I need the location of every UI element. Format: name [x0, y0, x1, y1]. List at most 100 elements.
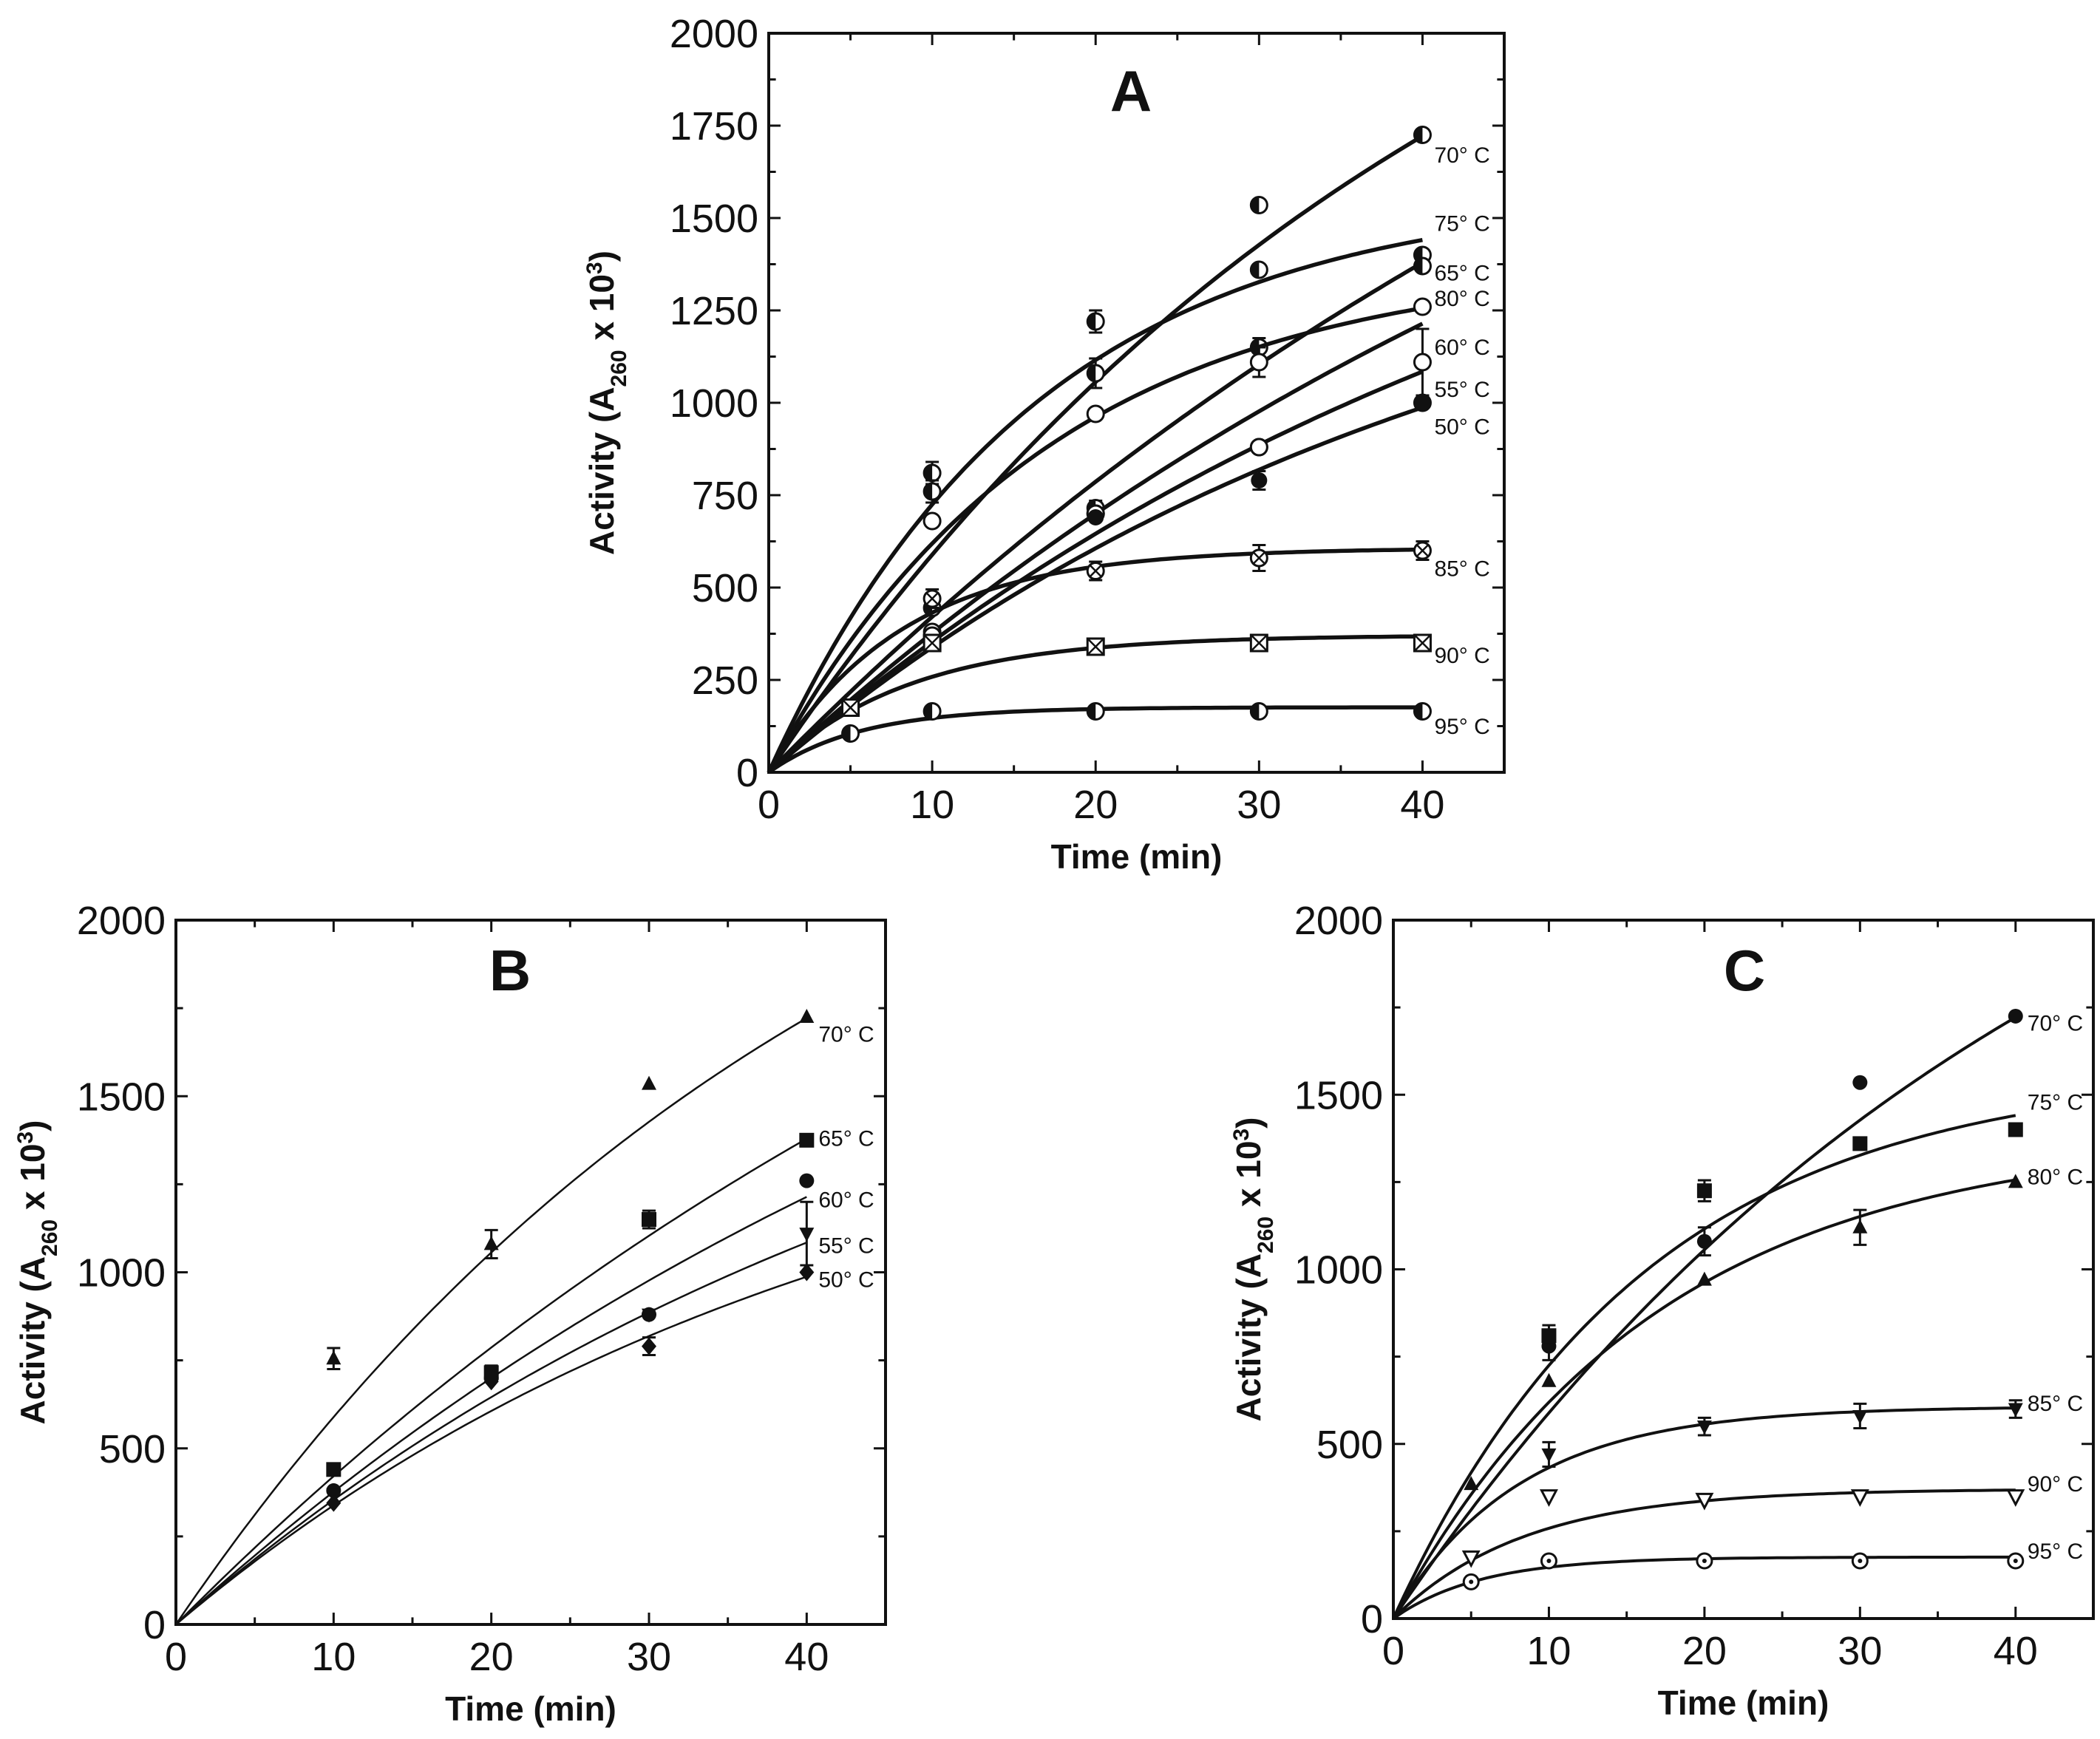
- panel-c-series-95-c: 95° C: [1392, 1539, 2083, 1620]
- panel-a-series-70-c-point-fill: [1087, 365, 1096, 381]
- panel-b-series-50-c-point: [326, 1494, 341, 1512]
- panel-c-series-95-c-point: [1540, 1552, 1557, 1570]
- panel-b-series-55-c-point: [642, 1308, 656, 1323]
- panel-c-series-85-c-point: [1541, 1448, 1557, 1463]
- panel-a-series-90-c-point-cross: [841, 698, 860, 717]
- panel-c-series-80-c-point: [1541, 1372, 1557, 1387]
- panel-b-series-65-c-point: [326, 1462, 341, 1477]
- panel-a-series-80-c-point: [922, 511, 942, 531]
- panel-c-series-70-c-point: [2008, 1008, 2023, 1024]
- panel-c-series-90-c-point: [1461, 1550, 1481, 1568]
- panel-b-series-50-c-point: [483, 1372, 499, 1391]
- panel-c-series-85-c-point: [1852, 1409, 1868, 1424]
- panel-a-series-95-c-point-fill: [1251, 703, 1260, 720]
- panel-a-series-75-c-point: [1086, 312, 1105, 331]
- panel-c-series-95-c-point: [1851, 1552, 1869, 1570]
- panel-a-series-85-c-point: [1086, 562, 1105, 580]
- panel-c-y-axis-title-part: ): [1229, 1117, 1268, 1129]
- panel-c-series-85-c-label: 85° C: [2028, 1392, 2083, 1416]
- panel-a-series-85-c-point: [922, 589, 942, 608]
- panel-a-series-95-c-point-fill: [924, 703, 933, 720]
- panel-a-series-50-c-label: 50° C: [1434, 415, 1489, 439]
- panel-c-series-90-c-point: [1850, 1489, 1869, 1507]
- panel-a-series-95-c-point: [1413, 702, 1432, 721]
- panel-b-series-60-c-point: [799, 1173, 815, 1188]
- panel-c-series-85-c-point: [2008, 1403, 2023, 1418]
- panel-b-series-55-c: 55° C: [175, 1200, 874, 1625]
- panel-c-x-tick-label: 40: [1994, 1629, 2038, 1673]
- panel-a-series-75-c-point: [922, 482, 942, 501]
- panel-a-series-90-c-point-cross: [1413, 634, 1432, 652]
- panel-a-series-90-c-point-cross: [1087, 638, 1105, 656]
- panel-a-letter: A: [1110, 58, 1152, 123]
- panel-a-series-60-c-point: [1413, 353, 1432, 372]
- panel-b-series-70-c-label: 70° C: [818, 1023, 874, 1047]
- panel-a-series-90-c-point: [1249, 633, 1268, 653]
- panel-a-y-axis-title-part: 3: [582, 262, 607, 274]
- panel-c-y-axis-title-part: x 10: [1229, 1141, 1268, 1216]
- panel-c-y-tick-label: 1500: [1294, 1073, 1383, 1117]
- panel-a-series-50-c-point: [1251, 472, 1268, 489]
- panel-b-series-60-c-label: 60° C: [818, 1188, 874, 1212]
- panel-a-series-95-c-point: [1249, 702, 1268, 721]
- panel-a-series-75-c-point: [1249, 260, 1268, 279]
- panel-a-y-tick-label: 250: [692, 658, 758, 703]
- panel-a-series-85-c-point: [1249, 548, 1268, 568]
- panel-a-y-tick-label: 500: [692, 566, 758, 610]
- panel-a-series-90-c-point-cross: [1250, 634, 1268, 652]
- panel-c-series-95-c-point-dot: [2013, 1559, 2018, 1564]
- panel-a-y-axis-title-part: Activity (A: [582, 387, 621, 554]
- panel-c-y-tick-label: 0: [1361, 1597, 1383, 1641]
- panel-c-y-axis-title-part: 3: [1229, 1129, 1254, 1141]
- panel-a-series-75-c-label: 75° C: [1434, 212, 1489, 236]
- panel-c-series-70-c-point: [1696, 1233, 1712, 1249]
- panel-b-y-axis-title-part: ): [13, 1120, 52, 1131]
- panel-a-series-65-c-point-fill: [1414, 258, 1423, 274]
- panel-a-series-90-c: 90° C: [767, 633, 1490, 774]
- panel-a-series-55-c-fit-line: [767, 370, 1424, 775]
- panel-b-series-65-c-point: [799, 1132, 815, 1148]
- panel-a-x-tick-label: 20: [1073, 783, 1118, 827]
- panel-a-series-50-c-point: [1087, 509, 1104, 525]
- panel-c-series-80-c: 80° C: [1392, 1165, 2083, 1619]
- panel-b-series-50-c: 50° C: [175, 1263, 874, 1625]
- panel-b-series-70-c-point: [642, 1075, 656, 1090]
- panel-c-y-axis-title: Activity (A260 x 103): [1229, 1117, 1278, 1422]
- panel-b-y-tick-label: 1000: [77, 1251, 166, 1296]
- panel-c-series-75-c-point: [1852, 1136, 1868, 1151]
- panel-a-series-95-c-point-fill: [1414, 703, 1423, 720]
- panel-c-y-tick-label: 500: [1316, 1423, 1383, 1467]
- panel-a-series-80-c-point: [1086, 404, 1105, 423]
- panel-a-series-70-c-point: [1413, 126, 1432, 144]
- panel-a-y-tick-label: 1250: [670, 289, 758, 333]
- panel-a-series-80-c-point: [1249, 353, 1268, 372]
- panel-a-series-55-c-point: [1249, 438, 1268, 457]
- panel-a-y-tick-label: 1750: [670, 104, 758, 149]
- panel-c-series-95-c-point-dot: [1546, 1559, 1552, 1564]
- panel-c-series-80-c-point: [1852, 1219, 1868, 1233]
- panel-b-y-tick-label: 0: [143, 1603, 166, 1647]
- panel-a-y-axis-title-part: ): [582, 251, 621, 262]
- panel-a-series-90-c-point: [1086, 637, 1105, 656]
- panel-c-series-85-c: 85° C: [1392, 1392, 2083, 1620]
- panel-a-y-tick-label: 0: [736, 751, 758, 795]
- panel-a-x-tick-label: 10: [910, 783, 954, 827]
- panel-b-y-axis-title-part: x 10: [13, 1144, 52, 1219]
- panel-c-series-95-c-point-dot: [1469, 1579, 1474, 1585]
- panel-c-x-tick-label: 10: [1526, 1629, 1571, 1673]
- panel-c-series-70-c-point: [1852, 1075, 1868, 1090]
- panel-b-x-tick-label: 40: [784, 1635, 829, 1679]
- panel-a-series-50-c: 50° C: [767, 395, 1490, 775]
- panel-b-series-70-c: 70° C: [174, 1009, 874, 1625]
- panel-c-series-75-c: 75° C: [1392, 1090, 2083, 1619]
- panel-b-series-70-c-point: [799, 1009, 815, 1024]
- panel-a-series-95-c: 95° C: [767, 702, 1490, 775]
- panel-c-y-tick-label: 2000: [1294, 899, 1383, 943]
- panel-a-series-65-c-label: 65° C: [1434, 261, 1489, 285]
- panel-b-x-tick-label: 20: [469, 1635, 514, 1679]
- panel-a-series-70-c-point: [1086, 364, 1105, 383]
- panel-c-x-axis-title: Time (min): [1658, 1684, 1829, 1722]
- panel-a-series-85-c-point-cross: [925, 592, 939, 605]
- panel-c-series-80-c-label: 80° C: [2028, 1165, 2083, 1189]
